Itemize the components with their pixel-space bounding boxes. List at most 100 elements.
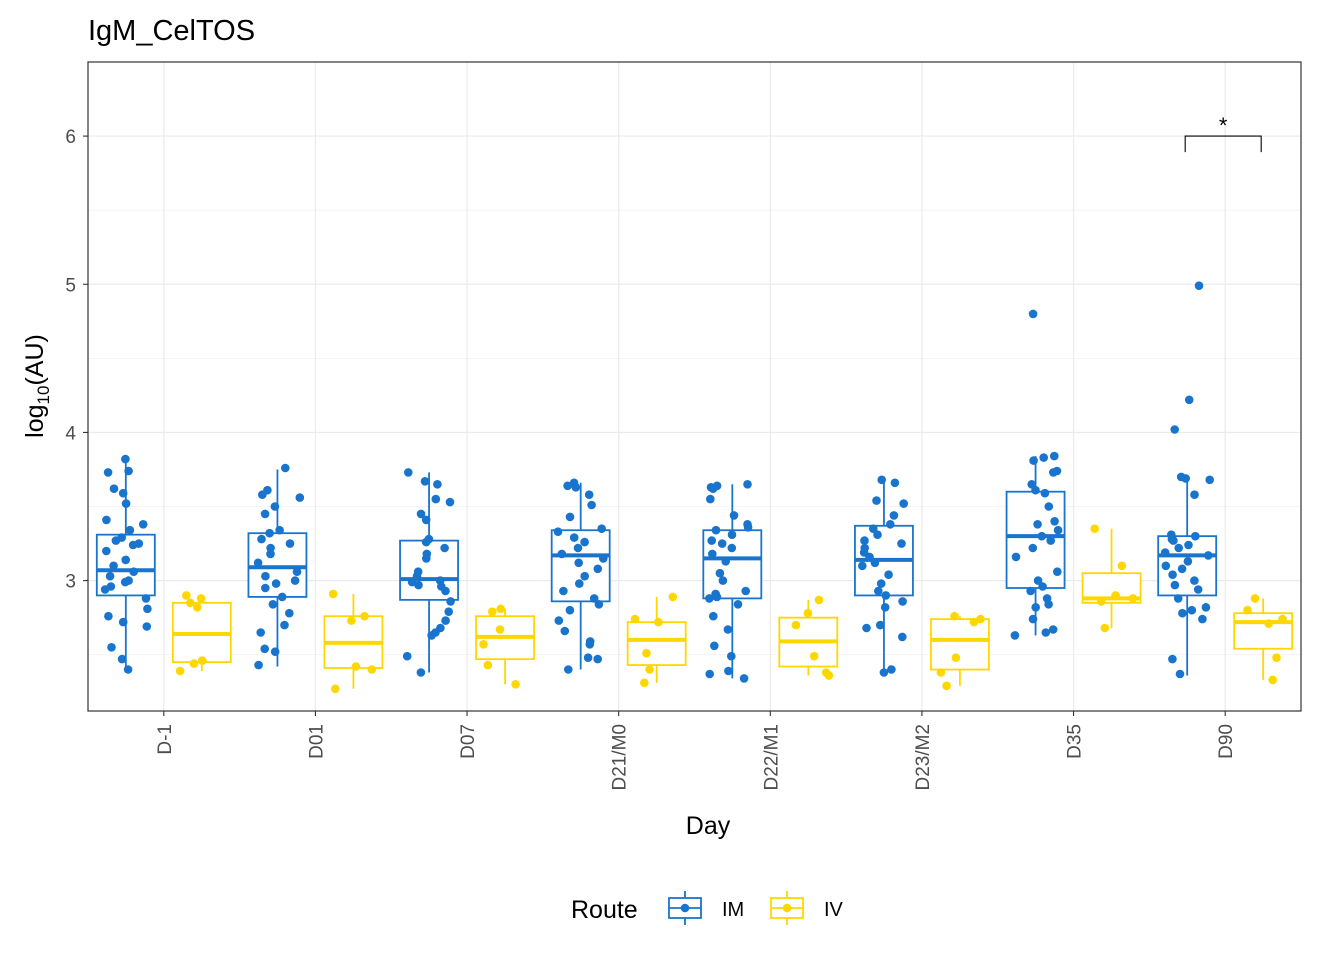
x-tick-label: D21/M0 bbox=[610, 724, 631, 791]
data-point-im bbox=[431, 494, 441, 504]
data-point-im bbox=[253, 558, 263, 568]
x-tick-label: D-1 bbox=[155, 724, 176, 755]
data-point-iv bbox=[640, 678, 649, 688]
significance-label: * bbox=[1219, 113, 1228, 138]
data-point-im bbox=[723, 625, 733, 634]
data-point-im bbox=[718, 576, 728, 585]
data-point-im bbox=[285, 608, 294, 618]
data-point-im bbox=[125, 525, 135, 535]
data-point-im bbox=[584, 490, 594, 500]
data-point-im bbox=[444, 607, 454, 616]
data-point-im bbox=[404, 468, 413, 477]
data-point-im bbox=[1031, 603, 1040, 612]
data-point-im bbox=[123, 665, 133, 674]
data-point-im bbox=[421, 537, 431, 547]
data-point-iv bbox=[976, 614, 985, 624]
legend-label-iv: IV bbox=[824, 899, 844, 921]
data-point-im bbox=[1046, 536, 1055, 545]
data-point-iv bbox=[1100, 623, 1110, 633]
data-point-im bbox=[873, 530, 882, 539]
data-point-im bbox=[121, 499, 131, 508]
data-point-iv bbox=[196, 594, 206, 603]
data-point-im bbox=[141, 594, 151, 603]
x-tick-label: D23/M2 bbox=[913, 724, 934, 791]
data-point-im bbox=[103, 468, 113, 477]
data-point-im bbox=[1181, 474, 1190, 483]
legend-point bbox=[782, 903, 792, 913]
data-point-im bbox=[583, 653, 593, 662]
data-point-im bbox=[585, 640, 595, 649]
data-point-im bbox=[1044, 600, 1053, 609]
data-point-im bbox=[1038, 582, 1047, 591]
data-point-im bbox=[422, 554, 431, 563]
data-point-im bbox=[1174, 543, 1183, 553]
data-point-im bbox=[733, 600, 743, 609]
data-point-im bbox=[557, 549, 567, 559]
data-point-im bbox=[593, 564, 603, 574]
legend-key-im bbox=[668, 891, 702, 925]
data-point-im bbox=[881, 591, 891, 600]
data-point-im bbox=[717, 539, 727, 548]
data-point-im bbox=[886, 520, 895, 529]
data-point-iv bbox=[1117, 561, 1127, 571]
data-point-im bbox=[102, 546, 111, 556]
data-point-iv bbox=[175, 666, 185, 676]
data-point-iv bbox=[1264, 619, 1273, 628]
data-point-im bbox=[268, 600, 278, 609]
data-point-im bbox=[109, 484, 119, 494]
data-point-im bbox=[1160, 548, 1170, 557]
data-point-im bbox=[121, 555, 130, 565]
y-axis-title: log10(AU) bbox=[21, 334, 53, 438]
data-point-iv bbox=[360, 611, 369, 621]
plot-panel-border bbox=[87, 61, 1302, 712]
data-point-im bbox=[876, 579, 886, 588]
data-point-im bbox=[118, 617, 128, 627]
data-point-im bbox=[1201, 603, 1211, 612]
data-point-im bbox=[1205, 475, 1214, 485]
data-point-im bbox=[858, 561, 867, 571]
data-point-iv bbox=[1090, 524, 1099, 533]
data-point-im bbox=[1033, 520, 1042, 529]
significance-annotations: * bbox=[1184, 113, 1262, 153]
data-point-im bbox=[402, 651, 412, 661]
data-point-im bbox=[421, 515, 431, 525]
data-point-im bbox=[1050, 517, 1059, 526]
data-point-im bbox=[705, 594, 714, 603]
data-point-iv bbox=[642, 648, 651, 658]
data-point-im bbox=[574, 558, 583, 568]
data-point-iv bbox=[1250, 594, 1260, 603]
data-point-im bbox=[575, 579, 584, 588]
data-point-im bbox=[899, 499, 908, 508]
data-point-im bbox=[1191, 531, 1200, 541]
data-point-im bbox=[440, 543, 449, 553]
data-point-im bbox=[260, 509, 270, 519]
data-point-im bbox=[277, 592, 287, 602]
data-point-im bbox=[254, 660, 263, 670]
data-point-im bbox=[879, 668, 889, 677]
data-point-im bbox=[446, 597, 455, 606]
data-point-im bbox=[1173, 594, 1183, 603]
data-point-im bbox=[1029, 456, 1038, 465]
outlier-point-im bbox=[1194, 281, 1204, 291]
x-tick-label: D22/M1 bbox=[761, 724, 782, 791]
data-point-im bbox=[1049, 468, 1058, 477]
data-point-iv bbox=[950, 611, 959, 621]
data-point-iv bbox=[1111, 591, 1120, 600]
data-point-im bbox=[862, 623, 871, 633]
y-axis: 3 4 5 6 bbox=[65, 127, 88, 593]
outlier-point-im bbox=[1170, 425, 1179, 434]
data-point-im bbox=[1028, 614, 1038, 624]
data-point-iv bbox=[351, 662, 361, 671]
data-point-im bbox=[741, 586, 750, 596]
data-point-im bbox=[281, 463, 290, 473]
data-point-im bbox=[1187, 605, 1197, 615]
data-point-im bbox=[724, 666, 733, 676]
data-point-im bbox=[257, 534, 266, 544]
data-point-im bbox=[105, 571, 115, 581]
data-point-im bbox=[587, 500, 596, 510]
data-point-im bbox=[599, 554, 608, 563]
data-point-im bbox=[706, 494, 715, 504]
significance-bracket bbox=[1184, 135, 1262, 153]
data-point-iv bbox=[942, 681, 951, 691]
legend-title: Route bbox=[571, 896, 638, 924]
